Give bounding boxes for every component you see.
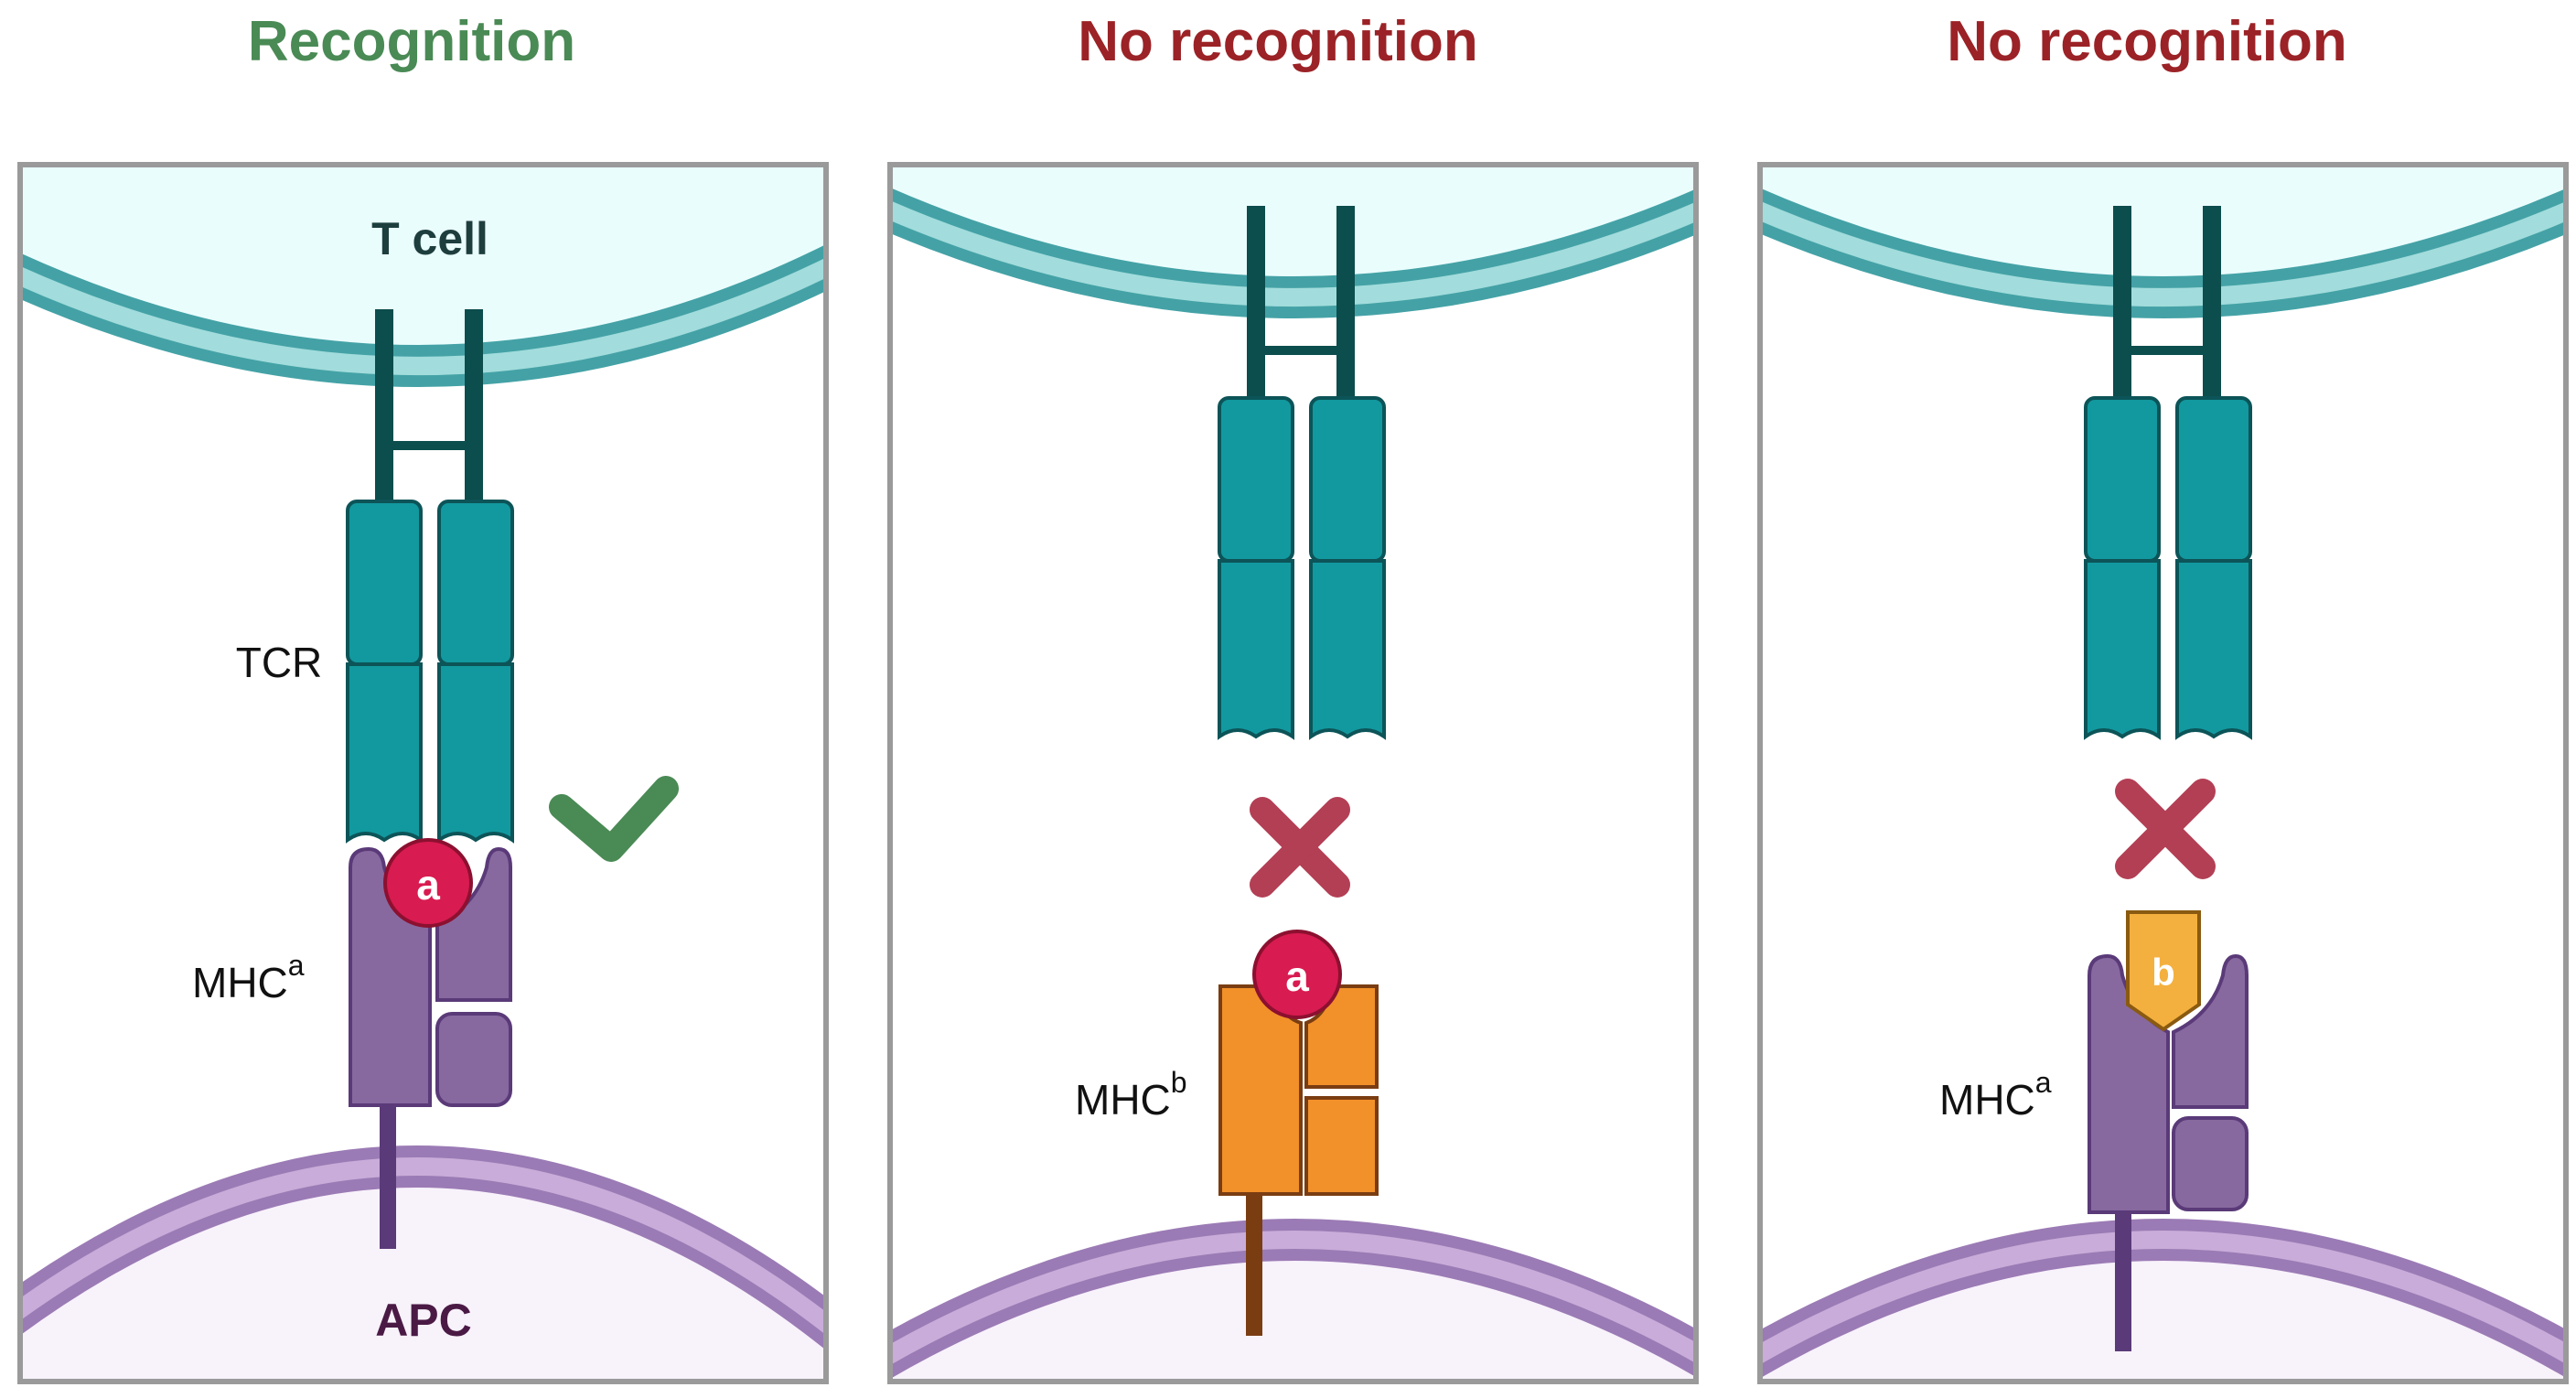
mhc-b-molecule — [1218, 984, 1379, 1336]
mhc-label-main: MHC — [192, 959, 288, 1006]
t-cell-body — [20, 165, 826, 366]
peptide-a-label: a — [416, 861, 440, 909]
t-cell-body — [890, 165, 1696, 297]
mhc-label: MHCa — [1939, 1066, 2052, 1124]
apc-label: APC — [375, 1295, 472, 1346]
checkmark-icon — [549, 776, 679, 862]
peptide-a: a — [1252, 930, 1342, 1019]
mhc-label-main: MHC — [1075, 1076, 1171, 1124]
tcr-receptor — [346, 309, 514, 844]
peptide-a: a — [383, 838, 473, 928]
peptide-a-label: a — [1285, 952, 1309, 1000]
panel-1: a T cell TCR MHCa APC — [17, 162, 829, 1384]
panel-2-border — [887, 162, 1699, 1384]
tcr-receptor — [2084, 206, 2252, 740]
mhc-label-superscript: a — [288, 949, 305, 982]
panel-2-heading: No recognition — [1078, 10, 1478, 73]
panel-3-border — [1757, 162, 2569, 1384]
mhc-label-superscript: b — [1171, 1066, 1187, 1099]
mhc-label-main: MHC — [1939, 1076, 2035, 1124]
panel-1-border — [17, 162, 829, 1384]
panel-3: b MHCa — [1757, 162, 2569, 1384]
mhc-label-superscript: a — [2035, 1066, 2052, 1099]
panel-3-heading: No recognition — [1947, 10, 2347, 73]
mhc-label: MHCa — [192, 949, 305, 1006]
panel-2: a MHCb — [887, 162, 1699, 1384]
tcr-label: TCR — [236, 639, 323, 686]
mhc-label: MHCb — [1075, 1066, 1187, 1124]
t-cell-label: T cell — [371, 213, 488, 264]
peptide-b: b — [2126, 910, 2201, 1032]
tcr-receptor — [1218, 206, 1386, 740]
cross-icon — [2115, 779, 2216, 879]
cross-icon — [1250, 797, 1350, 898]
panel-1-heading: Recognition — [247, 10, 576, 73]
peptide-b-label: b — [2152, 951, 2175, 994]
mhc-a-molecule — [2088, 953, 2249, 1351]
